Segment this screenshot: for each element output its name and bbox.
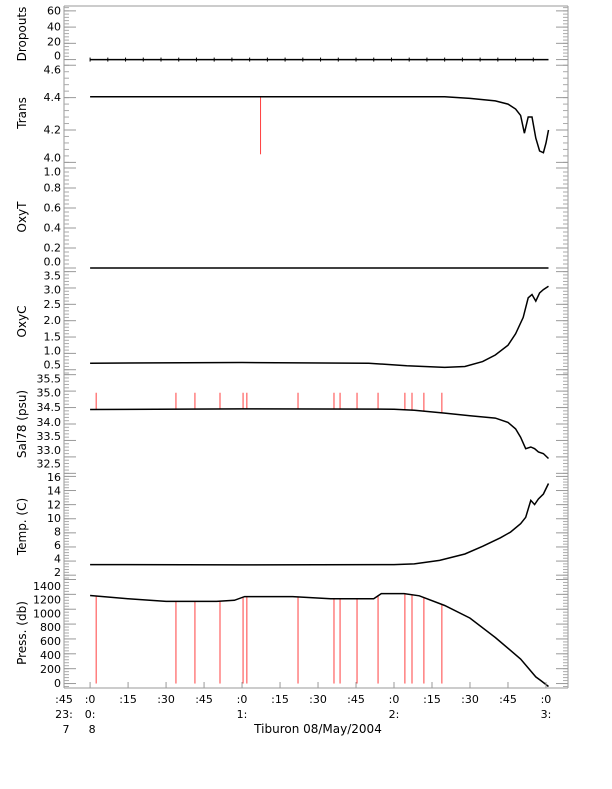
x-tick-label-minute: :0 [541,693,552,706]
x-tick-label-hour: 3: [541,708,552,721]
y-tick-label: 0.5 [44,359,62,372]
series-line [90,408,550,460]
y-tick-label: 1200 [33,594,61,607]
y-axis-label: OxyC [15,305,29,337]
y-tick-label: 200 [40,663,61,676]
y-tick-label: 1.0 [44,166,62,179]
series-line [90,285,549,369]
y-tick-label: 4.0 [44,152,62,165]
x-tick-label-minute: :30 [461,693,479,706]
x-tick-label-minute: :45 [195,693,213,706]
y-tick-label: 14 [47,485,61,498]
y-tick-label: 34.5 [37,401,62,414]
y-tick-label: 400 [40,649,61,662]
y-tick-label: 0 [54,50,61,63]
x-axis-label: Tiburon 08/May/2004 [253,722,382,736]
x-tick-label-hour: 23: [55,708,73,721]
y-tick-label: 33.5 [37,430,62,443]
y-tick-label: 35.0 [37,387,62,400]
y-tick-label: 2 [54,566,61,579]
x-tick-label-minute: :30 [309,693,327,706]
y-tick-label: 3.5 [44,269,62,282]
x-tick-label-minute: :30 [157,693,175,706]
x-tick-label-hour: 1: [237,708,248,721]
y-tick-label: 16 [47,471,61,484]
x-tick-label-day: 8 [89,723,96,736]
y-tick-label: 34.0 [37,416,62,429]
y-tick-label: 4.6 [44,64,62,77]
y-tick-label: 6 [54,539,61,552]
y-tick-label: 0.4 [44,222,62,235]
y-tick-label: 35.5 [37,373,62,386]
y-tick-label: 2.0 [44,314,62,327]
x-tick-label-minute: :15 [423,693,441,706]
y-tick-label: 20 [47,36,61,49]
y-tick-label: 800 [40,621,61,634]
y-tick-label: 4.4 [44,91,62,104]
x-tick-label-hour: 2: [389,708,400,721]
y-tick-label: 0.6 [44,202,62,215]
y-tick-label: 10 [47,512,61,525]
x-tick-label-minute: :15 [271,693,289,706]
y-tick-label: 4.2 [44,124,62,137]
y-tick-label: 0.8 [44,182,62,195]
y-axis-label: Dropouts [15,7,29,62]
series-line [90,96,550,154]
y-tick-label: 2.5 [44,298,62,311]
y-tick-label: 60 [47,4,61,17]
y-tick-label: 1400 [33,580,61,593]
y-tick-label: 0 [54,677,61,690]
x-tick-label-minute: :15 [119,693,137,706]
y-tick-label: 3.0 [44,283,62,296]
y-tick-label: 1.0 [44,345,62,358]
y-tick-label: 0.2 [44,241,62,254]
y-tick-label: 32.5 [37,458,62,471]
y-tick-label: 33.0 [37,444,62,457]
y-tick-label: 40 [47,21,61,34]
y-tick-label: 8 [54,525,61,538]
x-tick-label-minute: :45 [55,693,73,706]
y-axis-label: Trans [15,97,29,130]
x-tick-label-minute: :0 [237,693,248,706]
y-tick-label: 600 [40,635,61,648]
x-tick-label-day: 7 [63,723,70,736]
y-tick-label: 4 [54,553,61,566]
x-tick-label-minute: :0 [85,693,96,706]
y-tick-label: 1000 [33,607,61,620]
y-axis-label: Press. (db) [15,601,29,665]
y-axis-label: Temp. (C) [15,498,29,556]
x-tick-label-minute: :0 [389,693,400,706]
x-tick-label-minute: :45 [347,693,365,706]
series-line [90,483,550,566]
y-tick-label: 0.0 [44,255,62,268]
y-axis-label: Sal78 (psu) [15,390,29,458]
series-line [90,592,549,688]
y-tick-label: 12 [47,498,61,511]
x-tick-label-minute: :45 [499,693,517,706]
y-axis-label: OxyT [15,201,29,233]
y-tick-label: 1.5 [44,331,62,344]
x-tick-label-hour: 0: [85,708,96,721]
